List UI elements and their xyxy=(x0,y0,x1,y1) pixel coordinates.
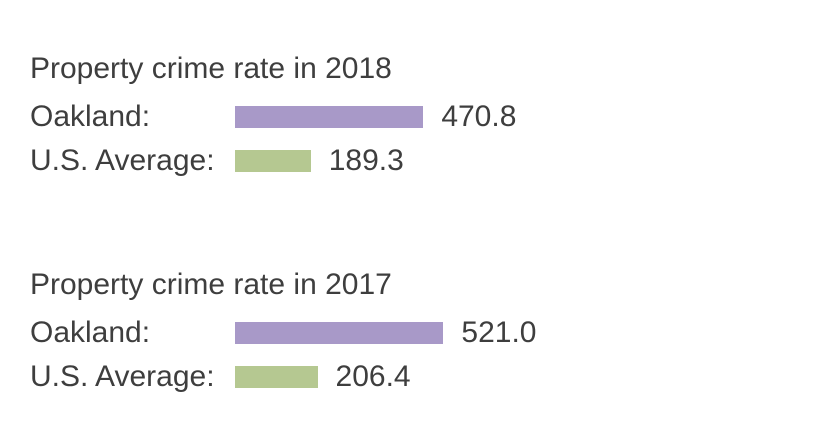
chart-row-us-average: U.S. Average: 206.4 xyxy=(30,355,810,399)
chart-row-oakland: Oakland: 470.8 xyxy=(30,95,810,139)
us-average-bar xyxy=(235,150,311,172)
oakland-bar xyxy=(235,322,444,344)
chart-section-2017: Property crime rate in 2017 Oakland: 521… xyxy=(30,269,810,399)
bar-value: 189.3 xyxy=(328,144,404,177)
bar-value: 470.8 xyxy=(441,100,517,133)
row-label-oakland: Oakland: xyxy=(30,100,151,133)
oakland-bar xyxy=(235,106,424,128)
chart-row-oakland: Oakland: 521.0 xyxy=(30,311,810,355)
chart-title: Property crime rate in 2017 xyxy=(30,268,392,301)
row-label-us-average: U.S. Average: xyxy=(30,360,215,393)
row-label-us-average: U.S. Average: xyxy=(30,144,215,177)
chart-row-us-average: U.S. Average: 189.3 xyxy=(30,139,810,183)
chart-section-2018: Property crime rate in 2018 Oakland: 470… xyxy=(30,53,810,183)
chart-title: Property crime rate in 2018 xyxy=(30,52,392,85)
us-average-bar xyxy=(235,366,318,388)
row-label-oakland: Oakland: xyxy=(30,316,151,349)
bar-value: 521.0 xyxy=(461,316,537,349)
bar-value: 206.4 xyxy=(335,360,411,393)
